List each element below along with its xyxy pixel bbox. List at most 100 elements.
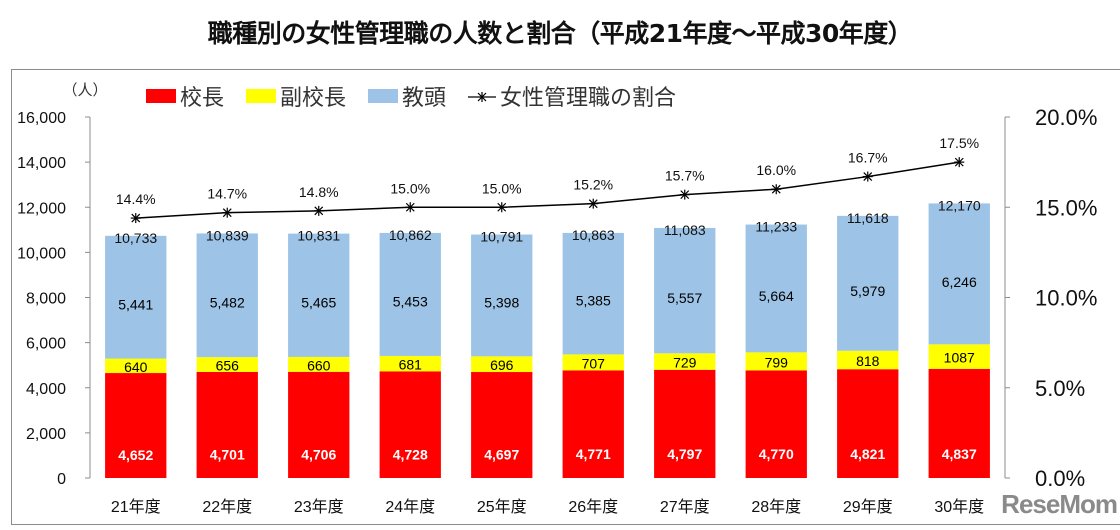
data-label: 4,701: [210, 447, 245, 463]
total-label: 10,863: [572, 227, 615, 243]
data-label: 5,557: [667, 290, 702, 306]
legend-label: 女性管理職の割合: [500, 85, 676, 110]
bar-segment-head-teacher: [379, 232, 441, 356]
bar-segment-vice-principal: [196, 357, 258, 372]
total-label: 12,170: [938, 197, 981, 213]
x-axis-tick-label: 29年度: [843, 498, 893, 516]
bar-segment-vice-principal: [745, 352, 807, 371]
ratio-label: 15.2%: [573, 177, 613, 193]
data-label: 5,465: [301, 294, 336, 310]
data-label: 5,979: [850, 283, 885, 299]
ratio-marker: [222, 207, 233, 218]
data-label: 4,770: [759, 446, 794, 462]
bar-segment-vice-principal: [105, 358, 167, 374]
data-label: 4,821: [850, 446, 885, 462]
ratio-line: 14.4% 14.7% 14.8% 15.0% 15.0% 15.2% 15.7% 16.0%…: [116, 135, 979, 224]
ratio-label: 15.0%: [390, 180, 430, 196]
ratio-marker: [130, 213, 141, 224]
left-axis-tick-label: 10,000: [17, 245, 66, 262]
x-axis-tick-label: 30年度: [934, 498, 984, 516]
data-label: 4,697: [484, 447, 519, 463]
right-axis-tick-label: 5.0%: [1035, 376, 1085, 401]
data-label: 707: [582, 355, 606, 371]
total-label: 11,083: [664, 222, 706, 238]
right-axis-tick-label: 0.0%: [1035, 466, 1085, 491]
bar-segment-head-teacher: [654, 227, 716, 354]
left-axis-tick-label: 8,000: [26, 291, 66, 308]
x-axis-tick-label: 24年度: [385, 498, 435, 516]
ratio-label: 16.7%: [848, 150, 888, 166]
x-axis-tick-label: 21年度: [111, 498, 161, 516]
ratio-marker: [679, 189, 690, 200]
ratio-label: 15.7%: [665, 168, 705, 184]
bar-segment-vice-principal: [288, 356, 350, 372]
bar-segment-principal: [654, 369, 716, 478]
legend-swatch: [368, 89, 398, 103]
data-label: 1087: [944, 350, 975, 366]
x-axis-tick-label: 25年度: [477, 498, 527, 516]
data-label: 799: [765, 354, 789, 370]
data-label: 640: [124, 359, 148, 375]
legend-swatch: [146, 89, 176, 103]
bar-segment-head-teacher: [928, 203, 990, 345]
x-axis-tick-label: 22年度: [202, 498, 252, 516]
bar-segment-head-teacher: [105, 235, 167, 359]
data-label: 4,771: [576, 446, 611, 462]
bar-segment-head-teacher: [288, 233, 350, 357]
total-label: 10,862: [389, 227, 432, 243]
data-label: 696: [490, 357, 514, 373]
ratio-marker: [954, 157, 965, 168]
data-label: 660: [307, 357, 331, 373]
data-labels: 4,652 640 5,441 10,733 4,701 656 5,482 10,839 4,…: [114, 197, 981, 462]
bar-segment-principal: [288, 371, 350, 478]
data-label: 5,664: [759, 288, 794, 304]
y-axis-unit-label: （人）: [62, 82, 107, 99]
bar-segment-principal: [562, 370, 624, 478]
bar-segment-vice-principal: [379, 355, 441, 372]
data-label: 656: [216, 358, 240, 374]
ratio-line-path: [135, 161, 960, 219]
data-label: 5,385: [576, 293, 611, 309]
data-label: 818: [856, 353, 880, 369]
data-label: 4,706: [301, 447, 336, 463]
left-axis-tick-label: 14,000: [17, 155, 66, 172]
legend-swatch: [246, 89, 276, 103]
ratio-label: 16.0%: [756, 162, 796, 178]
data-label: 5,441: [118, 296, 153, 312]
ratio-marker: [588, 198, 599, 209]
legend-label: 校長: [180, 85, 224, 110]
ratio-marker: [496, 202, 507, 213]
total-label: 11,233: [755, 219, 797, 235]
chart-frame: [11, 69, 1120, 525]
ratio-label: 14.4%: [116, 191, 156, 207]
x-axis-tick-label: 23年度: [294, 498, 344, 516]
ratio-label: 15.0%: [482, 180, 522, 196]
bar-segment-vice-principal: [837, 350, 899, 370]
data-label: 5,398: [484, 295, 519, 311]
ratio-marker: [405, 202, 416, 213]
data-label: 4,837: [942, 446, 977, 462]
total-label: 10,791: [480, 229, 523, 245]
resemom-logo: ReseMom: [1001, 489, 1118, 519]
left-axis-tick-label: 0: [57, 471, 66, 488]
ratio-label: 14.8%: [299, 184, 339, 200]
bar-segment-head-teacher: [837, 215, 899, 351]
bar-segment-vice-principal: [562, 354, 624, 371]
data-label: 681: [399, 357, 423, 373]
bar-segment-vice-principal: [471, 356, 533, 373]
bar-segment-vice-principal: [928, 344, 990, 369]
right-axis-tick-label: 10.0%: [1035, 286, 1097, 311]
bars: [105, 203, 990, 478]
data-label: 5,482: [210, 294, 245, 310]
bar-segment-head-teacher: [562, 232, 624, 355]
left-axis-tick-label: 12,000: [17, 200, 66, 217]
ratio-marker: [771, 184, 782, 195]
bar-segment-principal: [745, 370, 807, 478]
legend-label: 教頭: [402, 85, 446, 110]
data-label: 4,652: [118, 447, 153, 463]
right-axis-tick-label: 20.0%: [1035, 105, 1097, 130]
legend-marker: [477, 92, 487, 102]
bar-segment-principal: [105, 373, 167, 478]
left-axis-tick-label: 4,000: [26, 381, 66, 398]
